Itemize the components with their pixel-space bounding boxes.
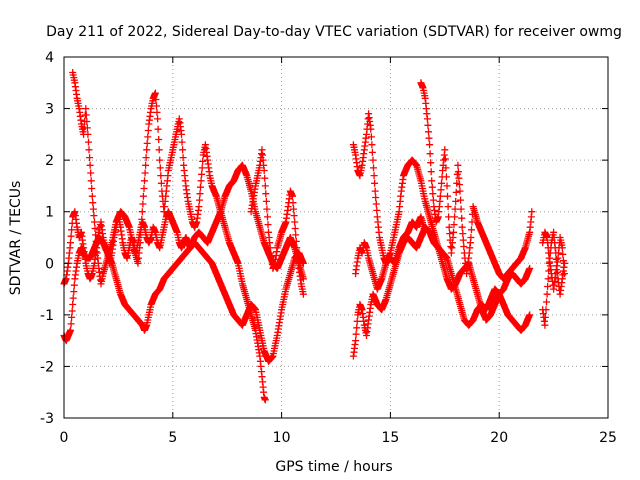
plot-frame xyxy=(63,56,609,419)
data-point-markers xyxy=(247,146,307,298)
x-tick-label: 15 xyxy=(381,430,399,446)
y-tick-label: 3 xyxy=(45,102,54,118)
y-tick-label: 4 xyxy=(45,50,54,66)
data-point-markers xyxy=(417,79,536,283)
series-trace-d xyxy=(247,146,307,298)
y-tick-label: 0 xyxy=(45,256,54,272)
x-tick-label: 20 xyxy=(490,430,508,446)
y-axis-label: SDTVAR / TECUs xyxy=(8,181,24,296)
series-trace-j xyxy=(539,228,568,293)
data-point-markers xyxy=(539,228,568,329)
x-axis-label: GPS time / hours xyxy=(275,459,392,475)
series-trace-i xyxy=(539,228,568,329)
data-point-markers xyxy=(539,228,568,293)
y-tick-label: -1 xyxy=(40,308,54,324)
series-trace-e xyxy=(349,223,534,360)
data-point-markers xyxy=(69,69,269,404)
chart-title: Day 211 of 2022, Sidereal Day-to-day VTE… xyxy=(46,24,622,40)
y-tick-label: -3 xyxy=(40,411,54,427)
series-trace-h xyxy=(352,213,429,293)
x-tick-label: 10 xyxy=(273,430,291,446)
data-point-markers xyxy=(349,223,534,360)
data-points xyxy=(60,69,568,404)
x-tick-labels: 0 5 10 15 20 25 xyxy=(60,430,617,446)
series-trace-c xyxy=(69,69,269,404)
x-tick-label: 5 xyxy=(168,430,177,446)
y-tick-label: 2 xyxy=(45,153,54,169)
series-trace-g xyxy=(417,79,536,283)
x-tick-label: 0 xyxy=(60,430,69,446)
grid-lines xyxy=(64,57,608,418)
y-tick-label: -2 xyxy=(40,359,54,375)
y-tick-labels: -3 -2 -1 0 1 2 3 4 xyxy=(40,50,54,427)
data-point-markers xyxy=(349,110,534,324)
data-point-markers xyxy=(352,213,429,293)
series-trace-f xyxy=(349,110,534,324)
y-tick-label: 1 xyxy=(45,205,54,221)
x-tick-label: 25 xyxy=(599,430,617,446)
axis-ticks xyxy=(63,56,609,419)
